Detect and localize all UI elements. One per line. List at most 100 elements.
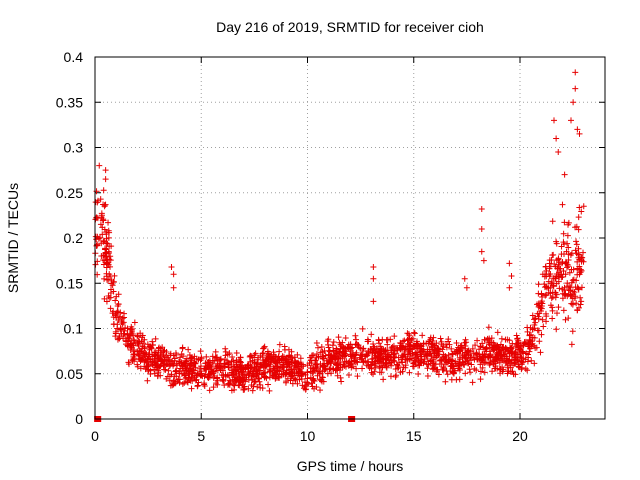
- data-point: [311, 385, 318, 392]
- data-point: [404, 336, 411, 343]
- data-point: [98, 214, 105, 221]
- data-point: [552, 275, 559, 282]
- data-point: [314, 372, 321, 379]
- data-point: [346, 360, 353, 367]
- data-point: [535, 281, 542, 288]
- data-point: [439, 353, 446, 360]
- data-point: [536, 338, 543, 345]
- data-point: [535, 313, 542, 320]
- data-point: [308, 380, 315, 387]
- data-point: [565, 244, 572, 251]
- data-point: [569, 277, 576, 284]
- y-tick-label: 0.3: [64, 140, 84, 156]
- data-point: [193, 376, 200, 383]
- data-point: [424, 365, 431, 372]
- data-point: [555, 261, 562, 268]
- data-point: [313, 365, 320, 372]
- data-point: [576, 130, 583, 137]
- data-point: [553, 326, 560, 333]
- data-point: [138, 338, 145, 345]
- data-point: [139, 334, 146, 341]
- data-point: [555, 304, 562, 311]
- data-point: [464, 360, 471, 367]
- data-point: [508, 356, 515, 363]
- data-point: [159, 358, 166, 365]
- data-point: [469, 379, 476, 386]
- data-point: [327, 365, 334, 372]
- data-point: [117, 325, 124, 332]
- data-point: [424, 373, 431, 380]
- data-point: [154, 373, 161, 380]
- data-point: [217, 356, 224, 363]
- data-point: [249, 387, 256, 394]
- data-point: [256, 378, 263, 385]
- data-point: [573, 250, 580, 257]
- data-point: [478, 206, 485, 213]
- data-point: [178, 362, 185, 369]
- data-point: [121, 330, 128, 337]
- data-point: [92, 233, 99, 240]
- data-point: [191, 353, 198, 360]
- data-point: [380, 355, 387, 362]
- data-point: [350, 349, 357, 356]
- data-point: [198, 372, 205, 379]
- data-point: [210, 384, 217, 391]
- data-point: [561, 171, 568, 178]
- data-point: [406, 369, 413, 376]
- data-point: [197, 363, 204, 370]
- data-point: [576, 204, 583, 211]
- data-point: [337, 374, 344, 381]
- data-point: [226, 372, 233, 379]
- data-point: [378, 369, 385, 376]
- data-point: [512, 371, 519, 378]
- data-point: [528, 357, 535, 364]
- data-point: [142, 353, 149, 360]
- data-point: [479, 351, 486, 358]
- data-point: [353, 336, 360, 343]
- data-point: [329, 342, 336, 349]
- data-point: [273, 360, 280, 367]
- data-point: [561, 284, 568, 291]
- data-point: [116, 333, 123, 340]
- data-point: [289, 380, 296, 387]
- data-point: [412, 361, 419, 368]
- data-point: [409, 335, 416, 342]
- data-point: [405, 331, 412, 338]
- data-point: [426, 338, 433, 345]
- data-point: [219, 376, 226, 383]
- x-axis-label: GPS time / hours: [297, 458, 404, 474]
- data-point: [222, 345, 229, 352]
- data-point: [104, 259, 111, 266]
- grid: [95, 57, 605, 419]
- data-point: [349, 353, 356, 360]
- data-point: [179, 381, 186, 388]
- data-point: [113, 309, 120, 316]
- data-point: [145, 361, 152, 368]
- data-point: [467, 369, 474, 376]
- x-axis-ticks: 0 5 10 15 20: [91, 57, 528, 444]
- data-point: [185, 346, 192, 353]
- data-point: [372, 349, 379, 356]
- data-point: [105, 276, 112, 283]
- data-point: [191, 372, 198, 379]
- data-point: [529, 334, 536, 341]
- data-point: [477, 376, 484, 383]
- data-point: [445, 358, 452, 365]
- data-point: [241, 364, 248, 371]
- data-point: [349, 363, 356, 370]
- data-point: [341, 362, 348, 369]
- data-point: [272, 375, 279, 382]
- data-point: [477, 343, 484, 350]
- data-point: [577, 294, 584, 301]
- data-point: [409, 350, 416, 357]
- data-point: [352, 358, 359, 365]
- data-point: [495, 344, 502, 351]
- data-point: [313, 339, 320, 346]
- data-point: [321, 361, 328, 368]
- data-point: [478, 248, 485, 255]
- data-point: [560, 268, 567, 275]
- data-point: [531, 316, 538, 323]
- data-point: [549, 293, 556, 300]
- data-point: [160, 348, 167, 355]
- data-point: [401, 346, 408, 353]
